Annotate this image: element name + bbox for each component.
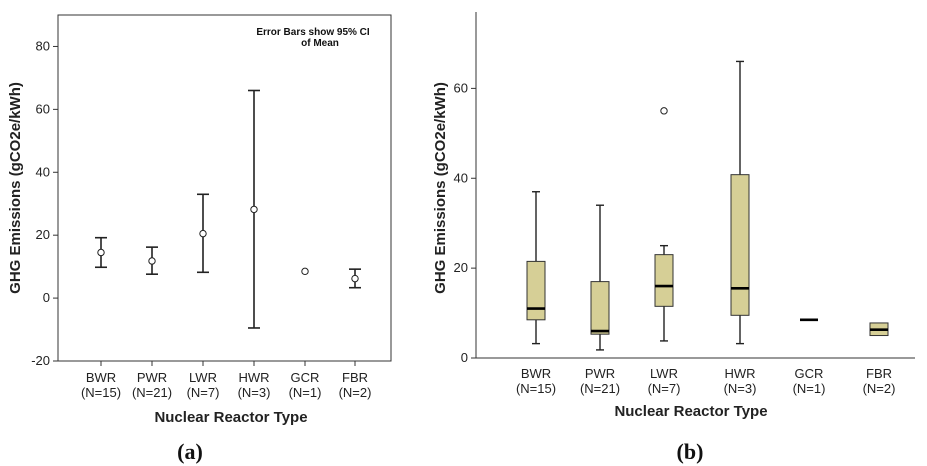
panel-b-x-tick-label: LWR bbox=[650, 366, 678, 381]
panel-a-x-tick-label: GCR bbox=[291, 370, 320, 385]
panel-a-y-tick-label: 20 bbox=[36, 227, 50, 242]
panel-b-label: (b) bbox=[677, 439, 704, 464]
panel-b-marks bbox=[526, 60, 889, 351]
panel-a-x-tick-count-label: (N=3) bbox=[238, 385, 271, 400]
panel-a-x-axis: BWR(N=15)PWR(N=21)LWR(N=7)HWR(N=3)GCR(N=… bbox=[81, 361, 371, 400]
panel-a-y-tick-label: 0 bbox=[43, 290, 50, 305]
panel-b-y-tick-label: 20 bbox=[454, 260, 468, 275]
panel-b-x-tick-count-label: (N=1) bbox=[793, 381, 826, 396]
panel-a-annotation-line-2: of Mean bbox=[301, 38, 339, 49]
panel-b-y-axis-title: GHG Emissions (gCO2e/kWh) bbox=[432, 82, 449, 294]
panel-b-y-tick-label: 60 bbox=[454, 80, 468, 95]
panel-b-x-axis-title: Nuclear Reactor Type bbox=[614, 403, 767, 420]
box-iqr bbox=[526, 260, 546, 321]
panel-b-x-tick-label: HWR bbox=[724, 366, 755, 381]
panel-a-annotation-line-1: Error Bars show 95% CI bbox=[256, 27, 370, 38]
panel-a-x-tick-label: FBR bbox=[342, 370, 368, 385]
panel-a-plot-frame bbox=[57, 14, 392, 362]
panel-a-x-tick-count-label: (N=1) bbox=[289, 385, 322, 400]
panel-a-x-tick-label: LWR bbox=[189, 370, 217, 385]
panel-a-x-tick-count-label: (N=21) bbox=[132, 385, 172, 400]
panel-a-x-tick-count-label: (N=2) bbox=[339, 385, 372, 400]
mean-point bbox=[351, 274, 359, 283]
panel-a-x-tick-label: PWR bbox=[137, 370, 167, 385]
panel-b-x-tick-count-label: (N=15) bbox=[516, 381, 556, 396]
panel-a-x-tick-count-label: (N=7) bbox=[187, 385, 220, 400]
panel-b-y-axis: 0 20 40 60 bbox=[454, 80, 476, 365]
mean-point bbox=[199, 229, 207, 238]
box-iqr bbox=[730, 174, 750, 316]
panel-a-x-tick-label: HWR bbox=[238, 370, 269, 385]
mean-point bbox=[148, 257, 156, 265]
panel-a-y-axis: -20 0 20 40 60 80 bbox=[31, 38, 58, 368]
mean-point bbox=[97, 248, 105, 257]
panel-a-x-axis-title: Nuclear Reactor Type bbox=[154, 409, 307, 426]
panel-b-y-tick-label: 40 bbox=[454, 170, 468, 185]
panel-b-x-tick-count-label: (N=2) bbox=[863, 381, 896, 396]
panel-b-x-tick-label: FBR bbox=[866, 366, 892, 381]
box-outlier-point bbox=[660, 107, 668, 115]
panel-a-y-tick-label: 60 bbox=[36, 101, 50, 116]
panel-b-x-tick-label: GCR bbox=[795, 366, 824, 381]
panel-b-y-tick-label: 0 bbox=[461, 350, 468, 365]
panel-b-x-tick-label: PWR bbox=[585, 366, 615, 381]
panel-b-x-tick-count-label: (N=7) bbox=[648, 381, 681, 396]
panel-a-y-tick-label: -20 bbox=[31, 353, 50, 368]
panel-a-y-axis-title: GHG Emissions (gCO2e/kWh) bbox=[7, 82, 24, 294]
box-iqr bbox=[654, 254, 674, 307]
box-iqr bbox=[590, 281, 610, 335]
mean-point bbox=[301, 267, 309, 276]
panel-b-x-axis: BWR(N=15)PWR(N=21)LWR(N=7)HWR(N=3)GCR(N=… bbox=[516, 366, 895, 396]
panel-a-x-tick-count-label: (N=15) bbox=[81, 385, 121, 400]
panel-b-x-tick-count-label: (N=21) bbox=[580, 381, 620, 396]
panel-a-label: (a) bbox=[177, 439, 203, 464]
panel-a-marks bbox=[95, 89, 361, 329]
panel-b-x-tick-label: BWR bbox=[521, 366, 551, 381]
panel-a-x-tick-label: BWR bbox=[86, 370, 116, 385]
mean-point bbox=[250, 205, 258, 214]
panel-a-errorbar-chart: -20 0 20 40 60 80 BWR(N=15) PWR(N=21) LWR(N=7) H… bbox=[7, 14, 392, 464]
panel-a-y-tick-label: 80 bbox=[36, 38, 50, 53]
panel-b-x-tick-count-label: (N=3) bbox=[724, 381, 757, 396]
panel-a-y-tick-label: 40 bbox=[36, 164, 50, 179]
